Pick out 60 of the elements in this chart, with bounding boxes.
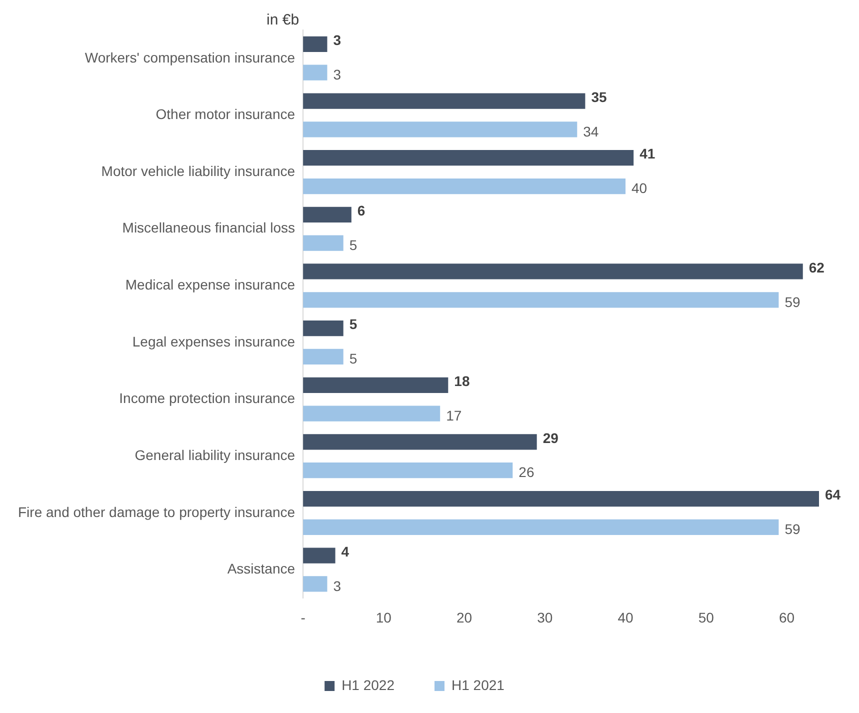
bar bbox=[303, 519, 779, 535]
data-label: 5 bbox=[349, 350, 358, 367]
bar bbox=[303, 406, 440, 422]
data-label: 5 bbox=[349, 236, 358, 253]
x-tick-label: 10 bbox=[376, 609, 392, 626]
y-tick-label: Assistance bbox=[227, 560, 296, 577]
x-tick-label: 60 bbox=[778, 609, 795, 626]
bar bbox=[303, 377, 448, 393]
data-label: 3 bbox=[333, 66, 342, 82]
y-tick-label: Medical expense insurance bbox=[125, 276, 296, 293]
x-tick-label: 20 bbox=[456, 609, 472, 626]
data-label: 6 bbox=[357, 202, 366, 219]
data-label: 4 bbox=[341, 543, 350, 560]
y-tick-label: Legal expenses insurance bbox=[132, 333, 296, 350]
data-label: 26 bbox=[518, 464, 534, 480]
y-tick-label: Motor vehicle liability insurance bbox=[101, 162, 296, 179]
bar bbox=[303, 178, 626, 194]
text: in €b bbox=[266, 12, 300, 29]
bar bbox=[303, 462, 513, 478]
legend-label: H1 2021 bbox=[452, 676, 505, 693]
bar bbox=[303, 548, 336, 564]
bar bbox=[303, 235, 344, 251]
data-label: 29 bbox=[542, 430, 559, 446]
bar bbox=[303, 64, 328, 80]
data-label: 17 bbox=[446, 407, 462, 424]
y-tick-label: Other motor insurance bbox=[156, 106, 296, 122]
x-tick-label: 40 bbox=[618, 609, 634, 626]
data-label: 18 bbox=[454, 372, 470, 389]
y-tick-label: General liability insurance bbox=[134, 447, 296, 464]
bar bbox=[303, 122, 578, 138]
data-label: 3 bbox=[333, 578, 342, 594]
x-tick-label: 30 bbox=[537, 609, 553, 626]
bar bbox=[303, 93, 586, 109]
x-tick-label: - bbox=[300, 609, 306, 626]
data-label: 35 bbox=[591, 88, 607, 105]
data-label: 40 bbox=[632, 180, 648, 196]
x-tick-label: 50 bbox=[698, 609, 714, 626]
data-label: 34 bbox=[583, 123, 599, 140]
bar bbox=[303, 206, 352, 222]
bar bbox=[303, 348, 344, 365]
bar bbox=[303, 320, 344, 336]
bar bbox=[303, 490, 819, 507]
y-tick-label: Fire and other damage to property insurance bbox=[18, 504, 296, 520]
bar bbox=[303, 150, 634, 166]
data-label: 59 bbox=[784, 294, 800, 310]
data-label: 59 bbox=[784, 521, 800, 538]
data-label: 62 bbox=[808, 259, 825, 276]
y-tick-label: Miscellaneous financial loss bbox=[122, 220, 296, 236]
bar bbox=[303, 434, 537, 450]
y-tick-label: Workers' compensation insurance bbox=[84, 49, 296, 66]
data-label: 41 bbox=[640, 146, 656, 162]
y-tick-label: Income protection insurance bbox=[119, 390, 296, 406]
legend-label: H1 2022 bbox=[342, 676, 395, 693]
bar bbox=[303, 576, 328, 592]
bar bbox=[303, 264, 803, 280]
data-label: 64 bbox=[825, 486, 841, 503]
data-label: 3 bbox=[333, 32, 342, 48]
bar bbox=[303, 36, 328, 52]
data-label: 5 bbox=[349, 316, 358, 332]
bar bbox=[303, 292, 779, 308]
